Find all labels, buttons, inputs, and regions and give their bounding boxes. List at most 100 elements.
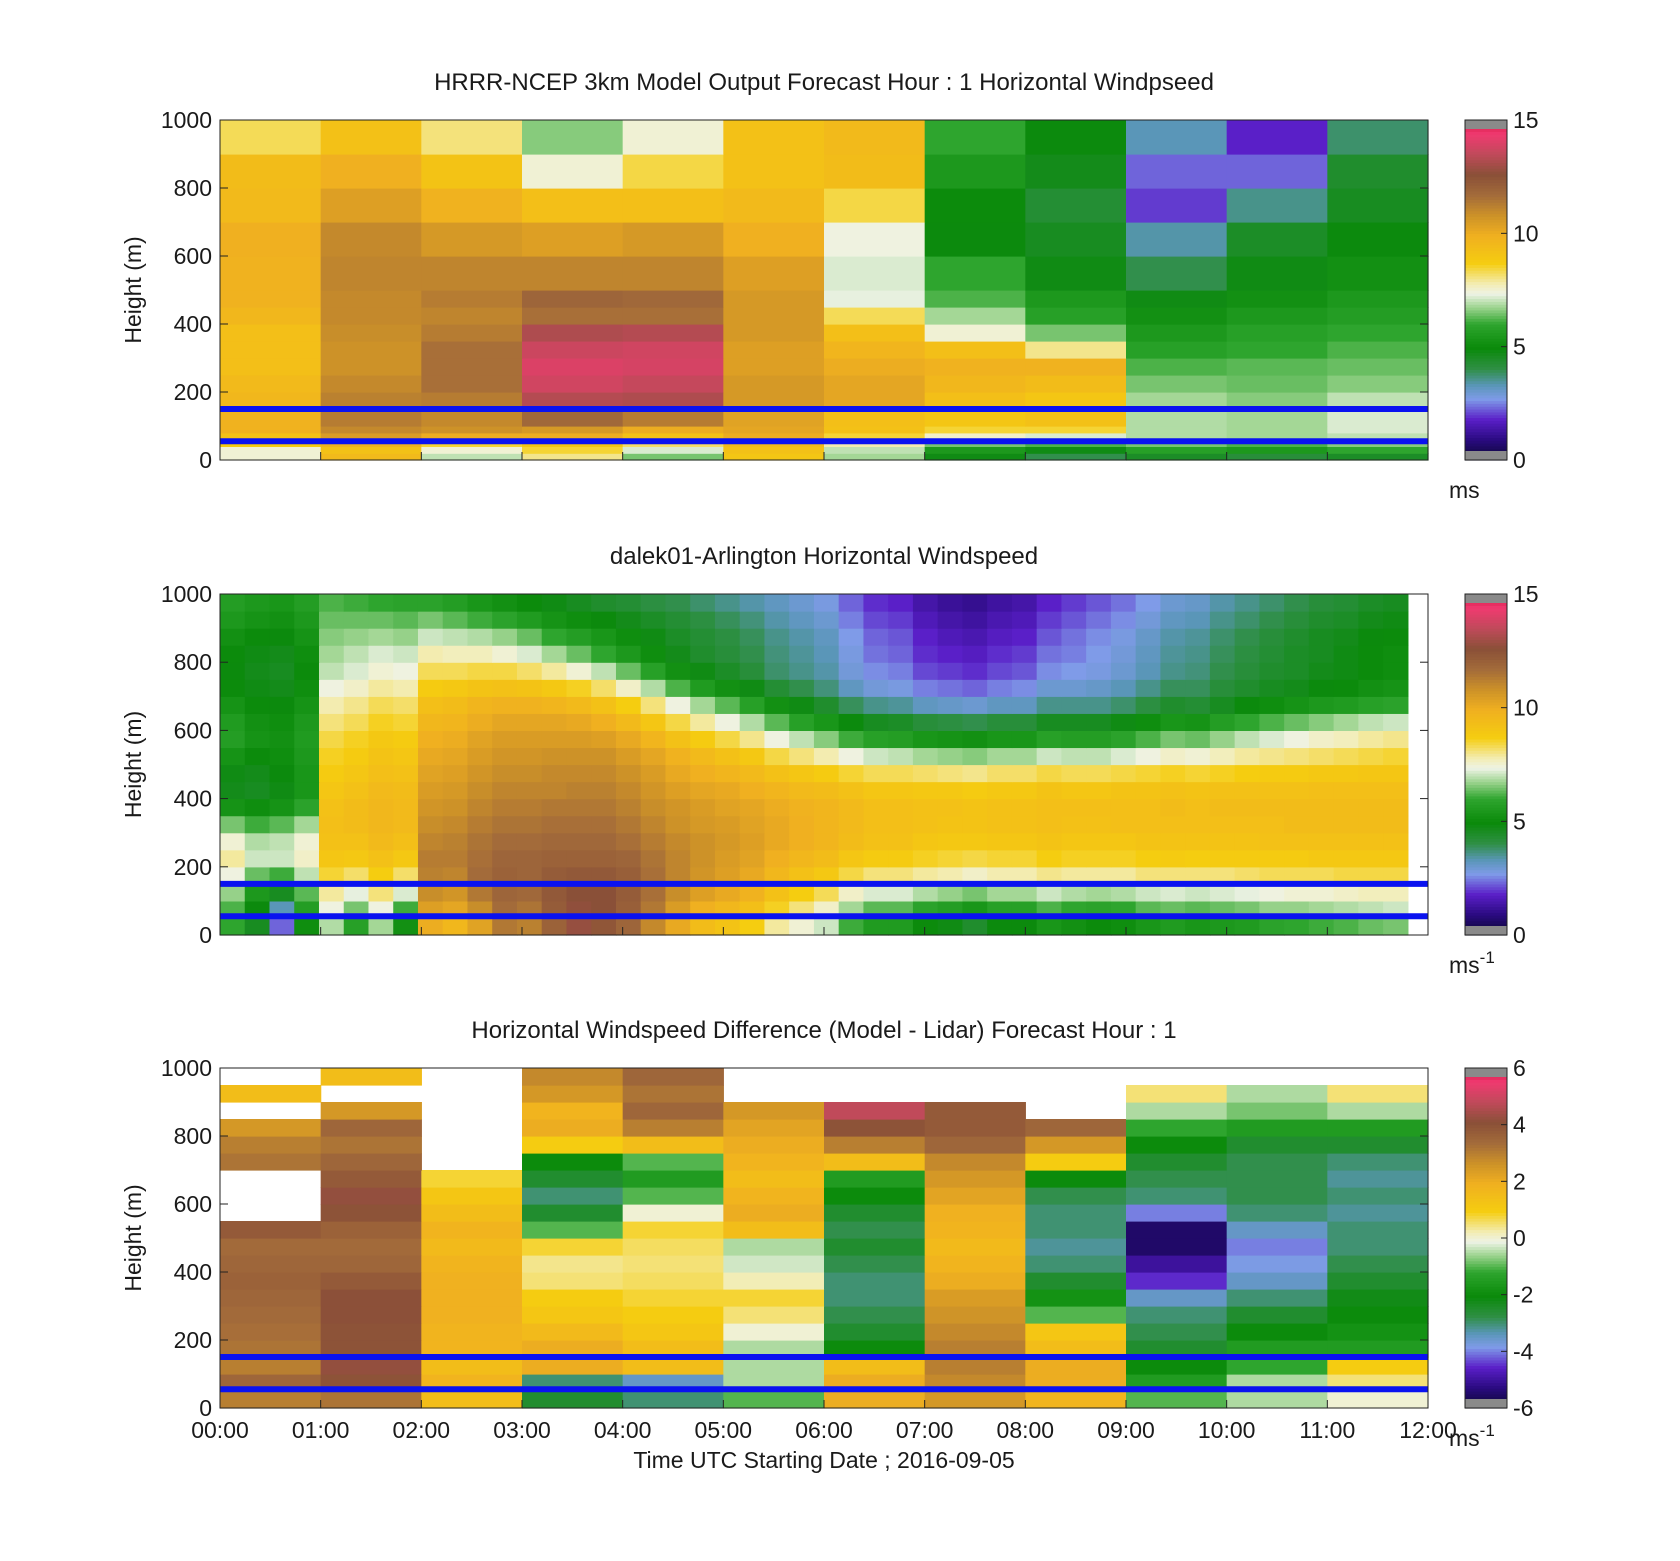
heatmap-cell: [1025, 1272, 1127, 1290]
heatmap-cell: [723, 1153, 825, 1171]
heatmap-cell: [269, 713, 295, 731]
heatmap-cell: [1011, 662, 1038, 680]
heatmap-cell: [1110, 747, 1137, 766]
heatmap-cell: [1383, 730, 1409, 749]
colorbar-swatch: [1465, 1354, 1507, 1358]
heatmap-cell: [1126, 432, 1228, 441]
colorbar-swatch: [1465, 758, 1507, 763]
colorbar-swatch: [1465, 642, 1507, 646]
heatmap-cell: [1383, 866, 1409, 885]
heatmap-cell: [1185, 832, 1211, 851]
heatmap-cell: [714, 662, 741, 680]
heatmap-cell: [863, 730, 889, 749]
heatmap-cell: [220, 883, 246, 902]
heatmap-cell: [1011, 798, 1038, 817]
colorbar-swatch: [1465, 733, 1507, 737]
heatmap-cell: [318, 832, 345, 851]
heatmap-cell: [421, 256, 523, 291]
colorbar-swatch: [1465, 1164, 1507, 1168]
heatmap-cell: [220, 426, 322, 434]
heatmap-cell: [1135, 645, 1161, 663]
heatmap-cell: [888, 696, 914, 714]
heatmap-cell: [522, 154, 624, 189]
y-tick-label: 0: [199, 447, 212, 473]
heatmap-cell: [888, 747, 914, 766]
heatmap-cell: [1160, 679, 1186, 697]
heatmap-cell: [591, 628, 617, 646]
heatmap-cell: [393, 798, 419, 817]
colorbar-swatch: [1465, 1155, 1507, 1160]
heatmap-cell: [1383, 662, 1409, 680]
heatmap-cell: [1327, 426, 1429, 434]
colorbar-swatch: [1465, 1189, 1507, 1194]
chart-title: dalek01-Arlington Horizontal Windspeed: [610, 543, 1038, 570]
heatmap-cell: [516, 662, 543, 680]
heatmap-cell: [912, 645, 939, 663]
heatmap-cell: [492, 628, 518, 646]
heatmap-cell: [690, 917, 716, 936]
y-tick-label: 800: [174, 175, 212, 201]
colorbar-overflow: [1465, 120, 1507, 129]
heatmap-cell: [220, 375, 322, 393]
heatmap-cell: [764, 764, 790, 783]
heatmap-cell: [1358, 798, 1384, 817]
heatmap-cell: [467, 815, 493, 834]
heatmap-cell: [789, 764, 815, 783]
heatmap-cell: [912, 798, 939, 817]
heatmap-cell: [824, 1187, 926, 1205]
heatmap-cell: [1284, 611, 1310, 629]
heatmap-cell: [368, 679, 394, 697]
heatmap-cell: [1086, 764, 1112, 783]
heatmap-cell: [1126, 409, 1228, 427]
heatmap-cell: [1226, 358, 1328, 376]
heatmap-cell: [1011, 628, 1038, 646]
colorbar-swatch: [1465, 721, 1507, 726]
heatmap-cell: [522, 1391, 624, 1409]
colorbar-swatch: [1465, 290, 1507, 294]
heatmap-cell: [320, 1187, 422, 1205]
heatmap-cell: [723, 426, 825, 434]
heatmap-cell: [522, 1170, 624, 1188]
heatmap-cell: [764, 645, 790, 663]
heatmap-cell: [1333, 832, 1359, 851]
heatmap-cell: [615, 679, 642, 697]
heatmap-cell: [1284, 730, 1310, 749]
heatmap-cells: [220, 1068, 1429, 1409]
colorbar-swatch: [1465, 295, 1507, 300]
heatmap-cell: [1308, 815, 1335, 834]
heatmap-cell: [665, 815, 691, 834]
colorbar-swatch: [1465, 258, 1507, 263]
heatmap-cell: [1061, 764, 1087, 783]
colorbar-swatch: [1465, 301, 1507, 305]
heatmap-cell: [924, 290, 1026, 308]
colorbar-tick-label: -4: [1513, 1338, 1534, 1364]
heatmap-cell: [863, 798, 889, 817]
heatmap-cell: [764, 628, 790, 646]
colorbar-swatch: [1465, 630, 1507, 635]
colorbar-swatch: [1465, 863, 1507, 868]
heatmap-cell: [318, 747, 345, 766]
colorbar-swatch: [1465, 815, 1507, 820]
heatmap-cell: [1327, 1102, 1429, 1120]
heatmap-cell: [1358, 679, 1384, 697]
heatmap-cell: [1333, 679, 1359, 697]
colorbar-swatch: [1465, 335, 1507, 339]
heatmap-cell: [541, 713, 568, 731]
heatmap-cell: [723, 409, 825, 427]
heatmap-cell: [789, 679, 815, 697]
heatmap-cell: [343, 798, 370, 817]
chart-title: HRRR-NCEP 3km Model Output Forecast Hour…: [434, 69, 1214, 96]
heatmap-cell: [1209, 730, 1236, 749]
heatmap-cell: [417, 764, 444, 783]
x-tick-label: 05:00: [695, 1417, 753, 1443]
heatmap-cell: [368, 917, 394, 936]
heatmap-cell: [824, 1289, 926, 1307]
colorbar-swatch: [1465, 1141, 1507, 1146]
heatmap-cell: [566, 747, 592, 766]
heatmap-cell: [863, 917, 889, 936]
heatmap-cell: [764, 696, 790, 714]
heatmap-cell: [1333, 696, 1359, 714]
heatmap-cell: [615, 832, 642, 851]
colorbar-swatch: [1465, 139, 1507, 144]
